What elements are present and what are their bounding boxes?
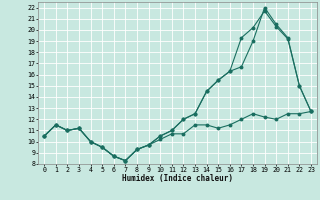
X-axis label: Humidex (Indice chaleur): Humidex (Indice chaleur)	[122, 174, 233, 183]
